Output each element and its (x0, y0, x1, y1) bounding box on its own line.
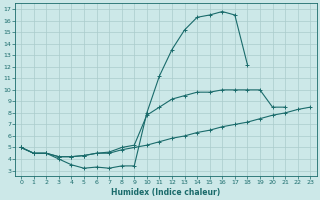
X-axis label: Humidex (Indice chaleur): Humidex (Indice chaleur) (111, 188, 220, 197)
